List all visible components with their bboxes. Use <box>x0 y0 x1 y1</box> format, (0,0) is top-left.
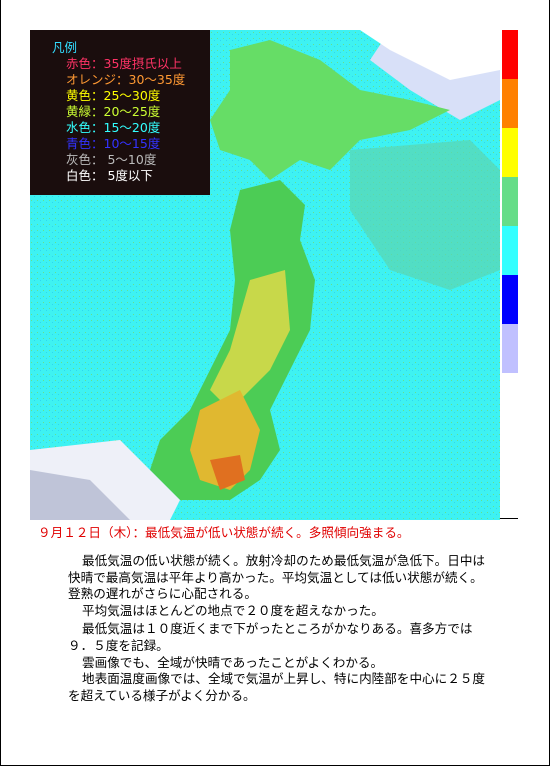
legend-item: 水色：15～20度 <box>66 120 161 135</box>
legend-item: 黄色：25～30度 <box>66 88 161 103</box>
legend-item: 赤色：35度摂氏以上 <box>66 56 182 71</box>
paragraph-line: を超えている様子がよく分かる。 <box>68 687 256 703</box>
legend-item: 白色： 5度以下 <box>66 168 153 183</box>
color-scale <box>502 30 518 373</box>
scale-cyan <box>502 226 518 275</box>
legend-item: 灰色： 5～10度 <box>66 152 157 167</box>
legend-item: 黄緑：20～25度 <box>66 104 161 119</box>
paragraph: 雲画像でも、全域が快晴であったことがよくわかる。 <box>68 652 384 670</box>
paragraph-line: 快晴で最高気温は平年より高かった。平均気温としては低い状態が続く。 <box>68 569 483 585</box>
paragraph-line: ９．５度を記録。 <box>68 637 169 653</box>
paragraph: 最低気温の低い状態が続く。放射冷却のため最低気温が急低下。日中は 快晴で最高気温は… <box>68 550 485 601</box>
divider <box>500 518 518 519</box>
scale-orange <box>502 79 518 128</box>
scale-blue <box>502 275 518 324</box>
scale-yellowgreen <box>502 177 518 226</box>
scale-red <box>502 30 518 79</box>
paragraph-line: 登熟の遅れがさらに心配される。 <box>68 586 257 601</box>
legend-item: 青色：10～15度 <box>66 136 161 151</box>
paragraph-line: 平均気温はほとんどの地点で２０度を超えなかった。 <box>82 603 384 618</box>
scale-grey <box>502 324 518 373</box>
paragraph: 最低気温は１０度近くまで下がったところがかなりある。喜多方では ９．５度を記録。 <box>68 618 473 653</box>
paragraph-line: 雲画像でも、全域が快晴であったことがよくわかる。 <box>82 655 384 670</box>
paragraph: 地表面温度画像では、全域で気温が上昇し、特に内陸部を中心に２５度 を超えている様子… <box>68 668 485 703</box>
paragraph-line: 地表面温度画像では、全域で気温が上昇し、特に内陸部を中心に２５度 <box>82 671 485 686</box>
scale-yellow <box>502 128 518 177</box>
legend-title: 凡例 <box>52 40 78 55</box>
paragraph-line: 最低気温は１０度近くまで下がったところがかなりある。喜多方では <box>82 621 473 636</box>
paragraph-line: 最低気温の低い状態が続く。放射冷却のため最低気温が急低下。日中は <box>82 553 485 568</box>
headline: ９月１２日（木）：最低気温が低い状態が続く。多照傾向強まる。 <box>38 525 410 540</box>
legend-item: オレンジ：30～35度 <box>66 72 186 87</box>
legend: 凡例 赤色：35度摂氏以上 オレンジ：30～35度 黄色：25～30度 黄緑：20～2… <box>30 30 210 195</box>
paragraph: 平均気温はほとんどの地点で２０度を超えなかった。 <box>68 600 384 618</box>
